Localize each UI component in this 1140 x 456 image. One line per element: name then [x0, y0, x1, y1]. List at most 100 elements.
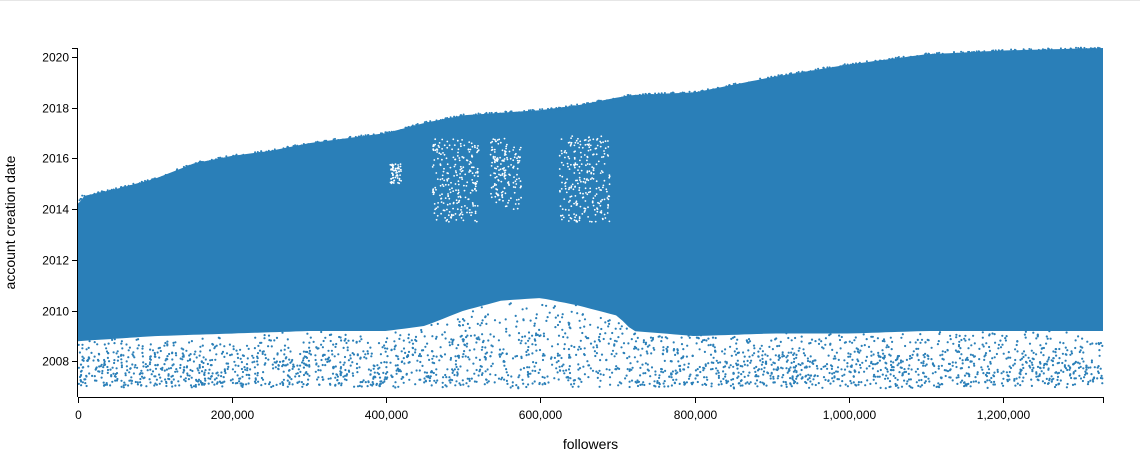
scatter-point [611, 371, 614, 374]
scatter-point [238, 380, 241, 383]
sparse-gap-speck [582, 192, 584, 195]
scatter-point [567, 379, 570, 382]
scatter-point [253, 347, 256, 350]
scatter-point [1066, 382, 1069, 386]
scatter-point [130, 376, 133, 379]
sparse-gap-speck [469, 170, 472, 173]
scatter-point [613, 339, 617, 342]
scatter-point [521, 378, 524, 381]
scatter-point [185, 349, 188, 352]
scatter-point [1070, 352, 1074, 355]
scatter-point [231, 368, 234, 371]
scatter-point [454, 384, 457, 387]
scatter-point [188, 341, 191, 344]
sparse-gap-speck [503, 158, 506, 160]
scatter-point [546, 375, 549, 378]
scatter-point [874, 375, 877, 378]
scatter-point [353, 385, 356, 388]
sparse-gap-speck [436, 178, 439, 181]
sparse-gap-speck [469, 160, 472, 163]
scatter-point [88, 372, 91, 375]
scatter-point [994, 49, 997, 52]
scatter-point [366, 385, 369, 388]
sparse-gap-speck [574, 141, 577, 144]
sparse-gap-speck [435, 188, 437, 191]
scatter-point [484, 316, 487, 319]
scatter-point [785, 367, 788, 370]
scatter-point [441, 386, 444, 389]
sparse-gap-speck [447, 214, 450, 217]
scatter-point [804, 380, 807, 384]
sparse-gap-speck [459, 173, 461, 175]
sparse-gap-speck [574, 216, 576, 219]
scatter-point [299, 370, 302, 373]
scatter-point [246, 357, 249, 360]
scatter-point [308, 374, 311, 377]
scatter-point [232, 345, 235, 348]
scatter-point [930, 346, 933, 349]
scatter-point [340, 339, 343, 342]
sparse-gap-speck [587, 179, 590, 182]
scatter-point [172, 341, 175, 344]
scatter-point [748, 382, 751, 385]
scatter-point [349, 357, 352, 360]
scatter-point [475, 368, 478, 372]
scatter-point [312, 340, 315, 343]
sparse-gap-speck [520, 196, 522, 199]
sparse-gap-speck [460, 176, 463, 179]
scatter-point [804, 71, 807, 74]
scatter-point [136, 347, 139, 350]
sparse-gap-speck [400, 170, 402, 173]
scatter-point [145, 385, 148, 388]
scatter-point [1097, 46, 1099, 49]
scatter-point [101, 369, 104, 373]
scatter-point [572, 379, 575, 382]
scatter-point [949, 334, 952, 337]
scatter-point [480, 373, 484, 376]
scatter-point [231, 381, 234, 384]
sparse-gap-speck [439, 164, 442, 167]
scatter-point [407, 350, 411, 353]
sparse-gap-speck [573, 158, 576, 160]
scatter-point [955, 336, 958, 339]
scatter-point [378, 384, 381, 387]
scatter-point [328, 360, 331, 363]
scatter-point [554, 109, 557, 111]
scatter-point [132, 354, 135, 357]
scatter-point [961, 362, 964, 365]
scatter-point [369, 383, 372, 386]
sparse-gap-speck [465, 185, 468, 187]
scatter-point [541, 375, 544, 379]
scatter-point [245, 383, 248, 386]
scatter-point [711, 336, 715, 339]
scatter-point [816, 69, 819, 72]
scatter-point [559, 106, 562, 109]
scatter-point [473, 380, 476, 383]
scatter-point [949, 376, 952, 379]
scatter-point [461, 318, 465, 321]
scatter-point [425, 375, 428, 378]
scatter-point [955, 365, 958, 369]
scatter-point [836, 370, 839, 373]
scatter-point [687, 366, 690, 369]
sparse-gap-speck [441, 183, 444, 186]
scatter-point [644, 372, 647, 375]
scatter-point [177, 380, 180, 383]
scatter-point [901, 333, 904, 336]
sparse-gap-speck [586, 159, 588, 162]
scatter-point [896, 358, 899, 361]
scatter-point [865, 338, 868, 341]
scatter-point [773, 381, 776, 384]
scatter-point [366, 352, 370, 355]
scatter-point [882, 357, 886, 360]
sparse-gap-speck [441, 138, 444, 141]
scatter-point [641, 347, 644, 350]
scatter-point [78, 202, 81, 205]
scatter-point [755, 373, 758, 377]
scatter-point [247, 382, 250, 385]
scatter-point [463, 350, 466, 353]
sparse-gap-speck [517, 155, 520, 158]
scatter-point [490, 351, 493, 354]
scatter-point [960, 353, 963, 356]
scatter-point [853, 369, 856, 372]
